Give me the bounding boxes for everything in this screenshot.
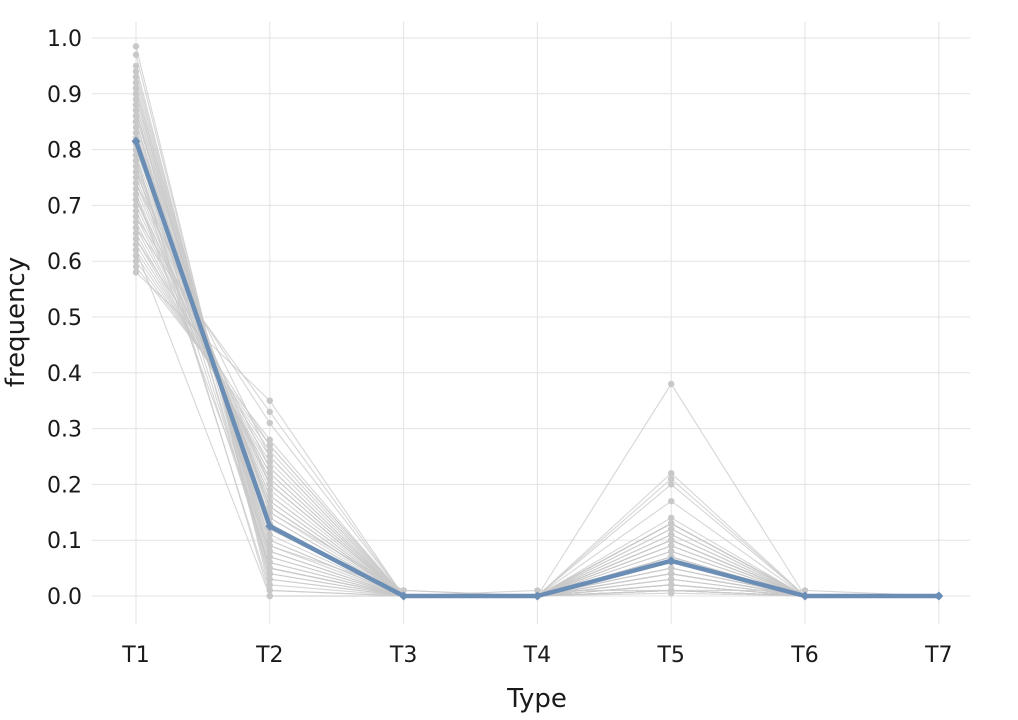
sample-point [132,85,140,92]
sample-point [266,436,273,443]
sample-point [266,592,273,600]
grid-lines [92,22,970,624]
y-tick-label: 0.8 [47,139,82,164]
x-axis-title: Type [506,684,567,714]
sample-point [668,497,675,505]
sample-point [266,397,273,404]
mean-point [800,591,810,601]
y-tick-label: 0.9 [47,83,82,108]
sample-point [132,68,140,75]
sample-point [668,564,675,572]
x-tick-label: T4 [523,643,551,668]
sample-point [132,207,140,215]
x-tick-label: T1 [121,643,149,668]
sample-point [132,101,140,109]
sample-point [132,269,140,276]
x-tick-label: T2 [255,643,283,668]
sample-point [266,481,273,488]
sample-point [132,157,140,164]
mean-point [934,591,944,601]
sample-point [668,525,675,533]
sample-point [266,542,273,549]
sample-point [266,453,273,460]
sample-point [668,481,675,488]
sample-point [132,224,140,231]
mean-point [131,136,141,146]
y-tick-label: 0.6 [47,250,82,275]
sample-point [668,542,675,549]
sample-point [266,531,273,538]
sample-point [266,576,273,583]
mean-point [532,591,542,601]
y-axis-ticks: 0.0 0.1 0.2 0.3 0.4 0.5 0.6 0.7 0.8 0.9 1.0 [47,27,82,610]
sample-point [534,587,541,594]
mean-point [265,521,275,531]
sample-point [132,179,140,187]
mean-point [666,556,676,566]
y-tick-label: 1.0 [47,27,82,52]
sample-point [668,581,675,589]
sample-point [266,553,273,561]
sample-point [132,241,140,248]
sample-point [132,73,140,81]
y-tick-label: 0.4 [47,362,82,387]
x-tick-label: T5 [656,643,684,668]
sample-point [668,470,675,477]
sample-point [132,62,140,70]
sample-point [668,537,675,544]
sample-point [801,587,809,594]
sample-point [132,107,140,114]
sample-point [668,520,675,527]
sample-point [132,213,140,220]
mean-point [399,591,409,601]
sample-point [132,51,140,58]
sample-point [266,464,273,471]
x-tick-label: T7 [924,643,952,668]
y-tick-label: 0.7 [47,194,82,219]
sample-point [668,587,675,594]
sample-point [266,442,273,449]
sample-point [266,509,273,516]
sample-point [668,548,675,555]
sample-point [400,587,407,594]
sample-point [132,168,140,176]
sample-point [668,380,675,388]
sample-point [132,90,140,98]
y-tick-label: 0.5 [47,306,82,331]
sample-point [266,486,273,494]
y-tick-label: 0.0 [47,585,82,610]
sample-point [132,258,140,265]
sample-point [132,246,140,254]
sample-point [266,503,273,510]
x-axis-ticks: T1 T2 T3 T4 T5 T6 T7 [121,643,952,668]
sample-point [132,79,140,86]
sample-point [266,470,273,477]
sample-point [266,492,273,499]
y-tick-label: 0.2 [47,473,82,498]
y-tick-label: 0.3 [47,418,82,443]
sample-point [668,531,675,538]
x-tick-label: T3 [389,643,417,668]
sample-point [668,576,675,583]
sample-point [266,408,273,416]
sample-point [668,570,675,577]
sample-point [668,475,675,483]
sample-point [132,196,140,204]
sample-point [132,230,140,237]
x-tick-label: T6 [790,643,818,668]
sample-point [132,129,140,137]
y-axis-title: frequency [1,257,31,387]
sample-point [668,514,675,522]
sample-point [132,235,140,243]
sample-point [132,118,140,125]
mean-series [131,136,944,601]
sample-point [266,419,273,427]
sample-point [132,263,140,270]
sample-point [132,191,140,198]
sample-point [132,218,140,226]
sample-point [132,43,140,50]
y-tick-label: 0.1 [47,529,82,554]
